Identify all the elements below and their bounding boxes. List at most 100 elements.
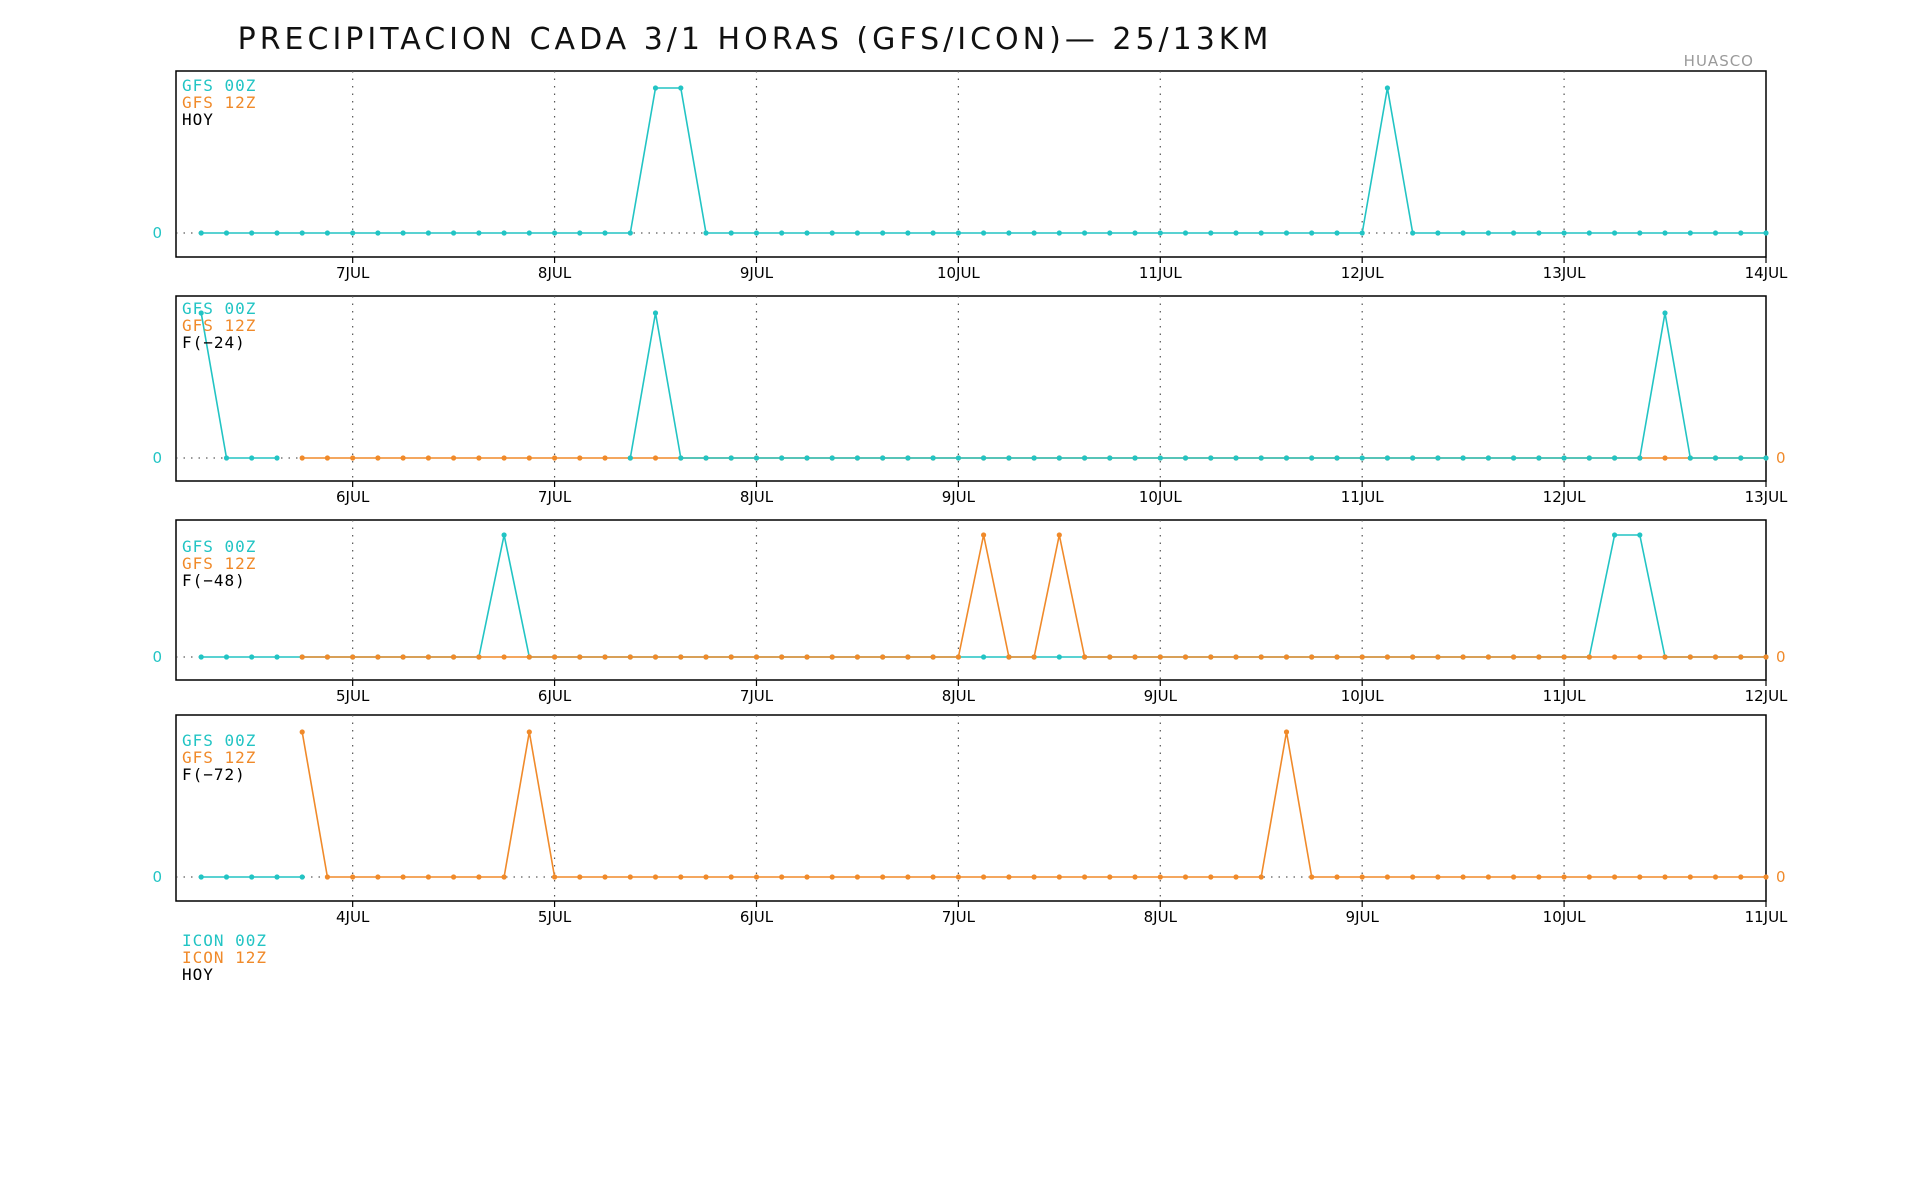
data-point — [1258, 455, 1264, 461]
data-point — [1435, 455, 1441, 461]
data-point — [728, 654, 734, 660]
data-point — [400, 455, 406, 461]
data-point — [829, 874, 835, 880]
data-point — [350, 455, 356, 461]
data-point — [1056, 874, 1062, 880]
data-point — [1182, 455, 1189, 461]
data-point — [501, 874, 507, 880]
data-point — [1283, 654, 1290, 660]
data-point — [1637, 532, 1643, 538]
x-tick-label: 9JUL — [1346, 908, 1380, 926]
data-point — [400, 230, 406, 236]
data-point — [577, 874, 583, 880]
data-point — [1410, 654, 1416, 660]
data-point — [1612, 230, 1618, 236]
legend-icon-00z: ICON 00Z — [182, 931, 268, 950]
data-point — [905, 455, 911, 461]
data-point — [1763, 230, 1769, 236]
data-point — [1435, 874, 1441, 880]
data-point — [1359, 230, 1365, 236]
data-point — [1410, 874, 1416, 880]
data-point — [552, 874, 558, 880]
legend-gfs-12z: GFS 12Z — [182, 748, 257, 767]
data-point — [1637, 455, 1643, 461]
data-point — [652, 455, 659, 461]
x-tick-label: 11JUL — [1745, 908, 1788, 926]
y-zero-label-right: 0 — [1776, 868, 1786, 886]
data-point — [324, 874, 330, 880]
data-point — [1056, 230, 1062, 236]
data-point — [905, 230, 911, 236]
data-point — [274, 230, 280, 236]
data-point — [1309, 230, 1315, 236]
y-zero-label-left: 0 — [152, 449, 162, 467]
data-point — [1738, 455, 1744, 461]
data-point — [652, 874, 659, 880]
x-tick-label: 11JUL — [1543, 687, 1586, 705]
data-point — [1208, 455, 1214, 461]
data-point — [652, 85, 659, 91]
data-point — [880, 654, 886, 660]
data-point — [552, 455, 558, 461]
legend-run-label: HOY — [182, 110, 214, 129]
data-point — [1031, 230, 1037, 236]
data-point — [1460, 455, 1466, 461]
data-point — [1435, 230, 1441, 236]
series-line — [201, 534, 1766, 658]
data-point — [1561, 874, 1567, 880]
data-point — [880, 455, 886, 461]
data-point — [1056, 654, 1062, 660]
x-tick-label: 5JUL — [538, 908, 572, 926]
data-point — [1208, 230, 1214, 236]
data-point — [1712, 230, 1719, 236]
data-point — [1258, 230, 1264, 236]
data-point — [804, 230, 810, 236]
y-zero-label-right: 0 — [1776, 449, 1786, 467]
x-tick-label: 10JUL — [1139, 488, 1182, 506]
data-point — [1132, 455, 1138, 461]
data-point — [1334, 230, 1340, 236]
data-point — [350, 654, 356, 660]
data-point — [1738, 874, 1744, 880]
x-tick-label: 7JUL — [740, 687, 774, 705]
data-point — [552, 654, 558, 660]
data-point — [627, 230, 633, 236]
panel-1-legend: GFS 00Z GFS 12Z HOY — [182, 77, 256, 128]
data-point — [501, 230, 507, 236]
data-point — [526, 729, 532, 735]
data-point — [1283, 230, 1290, 236]
data-point — [451, 874, 457, 880]
data-point — [249, 455, 255, 461]
data-point — [880, 874, 886, 880]
data-point — [1511, 230, 1517, 236]
x-tick-label: 10JUL — [1341, 687, 1384, 705]
data-point — [905, 654, 911, 660]
x-tick-label: 11JUL — [1341, 488, 1384, 506]
data-point — [501, 654, 507, 660]
x-tick-label: 6JUL — [336, 488, 370, 506]
data-point — [652, 654, 659, 660]
data-point — [1687, 455, 1693, 461]
data-point — [198, 310, 204, 316]
data-point — [1258, 654, 1264, 660]
data-point — [728, 455, 734, 461]
x-tick-label: 7JUL — [336, 264, 370, 282]
data-point — [1258, 874, 1264, 880]
series-line — [201, 87, 1766, 234]
data-point — [602, 874, 608, 880]
data-point — [804, 455, 810, 461]
data-point — [1511, 455, 1517, 461]
data-point — [955, 230, 962, 236]
panel-frame — [175, 519, 1767, 681]
x-tick-label: 8JUL — [1144, 908, 1178, 926]
data-point — [1536, 230, 1542, 236]
data-point — [1056, 532, 1062, 538]
data-point — [274, 654, 280, 660]
panel-frame — [175, 295, 1767, 482]
x-tick-label: 9JUL — [942, 488, 976, 506]
x-tick-label: 12JUL — [1341, 264, 1384, 282]
y-zero-label-left: 0 — [152, 224, 162, 242]
data-point — [1031, 654, 1037, 660]
